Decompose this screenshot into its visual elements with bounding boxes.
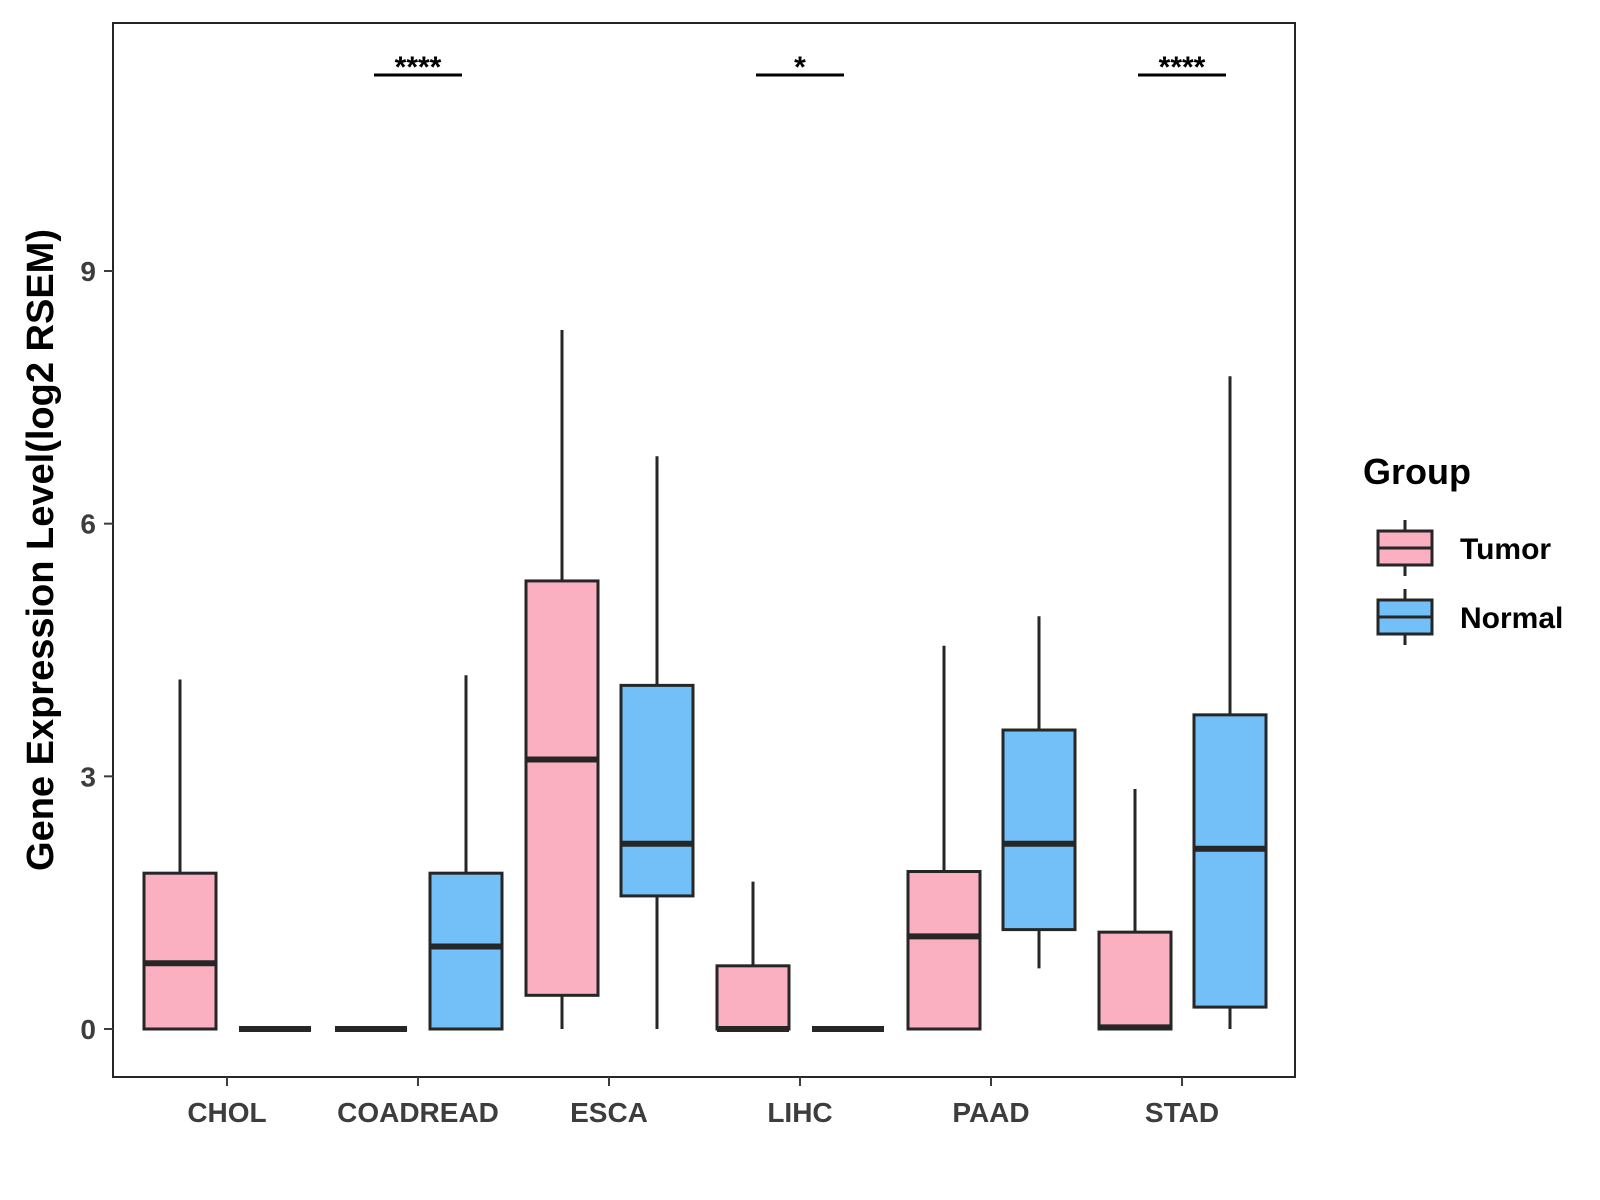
x-tick-label: CHOL bbox=[187, 1097, 266, 1128]
box-tumor-esca bbox=[524, 329, 600, 1029]
box-body bbox=[619, 683, 695, 898]
plot-panel bbox=[112, 22, 1296, 1078]
box-body bbox=[1001, 728, 1077, 932]
box-normal-esca bbox=[619, 456, 695, 1029]
significance-lihc: * bbox=[756, 51, 844, 84]
legend-key-normal: Normal bbox=[1376, 589, 1563, 645]
legend-label-normal: Normal bbox=[1460, 602, 1563, 635]
legend-title: Group bbox=[1363, 451, 1471, 492]
y-axis-title: Gene Expression Level(log2 RSEM) bbox=[20, 229, 62, 871]
box-body bbox=[142, 871, 218, 1031]
box-tumor-lihc bbox=[715, 881, 791, 1032]
box-normal-paad bbox=[1001, 616, 1077, 969]
significance-stad: **** bbox=[1138, 51, 1226, 84]
x-tick-label: STAD bbox=[1145, 1097, 1219, 1128]
significance-coadread: **** bbox=[374, 51, 462, 84]
box-normal-coadread bbox=[428, 675, 504, 1031]
y-tick-label: 9 bbox=[80, 256, 96, 287]
box-layer bbox=[142, 329, 1268, 1032]
significance-label: * bbox=[794, 51, 806, 84]
box-tumor-chol bbox=[142, 679, 218, 1031]
box-tumor-stad bbox=[1097, 788, 1173, 1031]
significance-label: **** bbox=[1159, 51, 1206, 84]
significance-label: **** bbox=[395, 51, 442, 84]
box-body bbox=[1097, 930, 1173, 1031]
box-body bbox=[906, 870, 982, 1031]
x-tick-label: ESCA bbox=[570, 1097, 648, 1128]
box-body bbox=[715, 964, 791, 1031]
y-tick-label: 6 bbox=[80, 509, 96, 540]
box-normal-stad bbox=[1192, 376, 1268, 1029]
legend-key-tumor: Tumor bbox=[1376, 520, 1551, 576]
legend-label-tumor: Tumor bbox=[1460, 533, 1551, 566]
x-axis: CHOL COADREAD ESCA LIHC PAAD STAD bbox=[187, 1077, 1219, 1128]
y-tick-label: 0 bbox=[80, 1014, 96, 1045]
y-axis: 0 3 6 9 bbox=[80, 256, 113, 1045]
y-tick-label: 3 bbox=[80, 761, 96, 792]
legend: Group Tumor Normal bbox=[1363, 451, 1563, 645]
box-tumor-paad bbox=[906, 645, 982, 1031]
significance-annotations: **** * **** bbox=[374, 51, 1226, 84]
box-body bbox=[428, 871, 504, 1031]
x-tick-label: COADREAD bbox=[337, 1097, 499, 1128]
box-body bbox=[1192, 713, 1268, 1009]
x-tick-label: LIHC bbox=[767, 1097, 832, 1128]
x-tick-label: PAAD bbox=[952, 1097, 1029, 1128]
box-body bbox=[524, 579, 600, 997]
